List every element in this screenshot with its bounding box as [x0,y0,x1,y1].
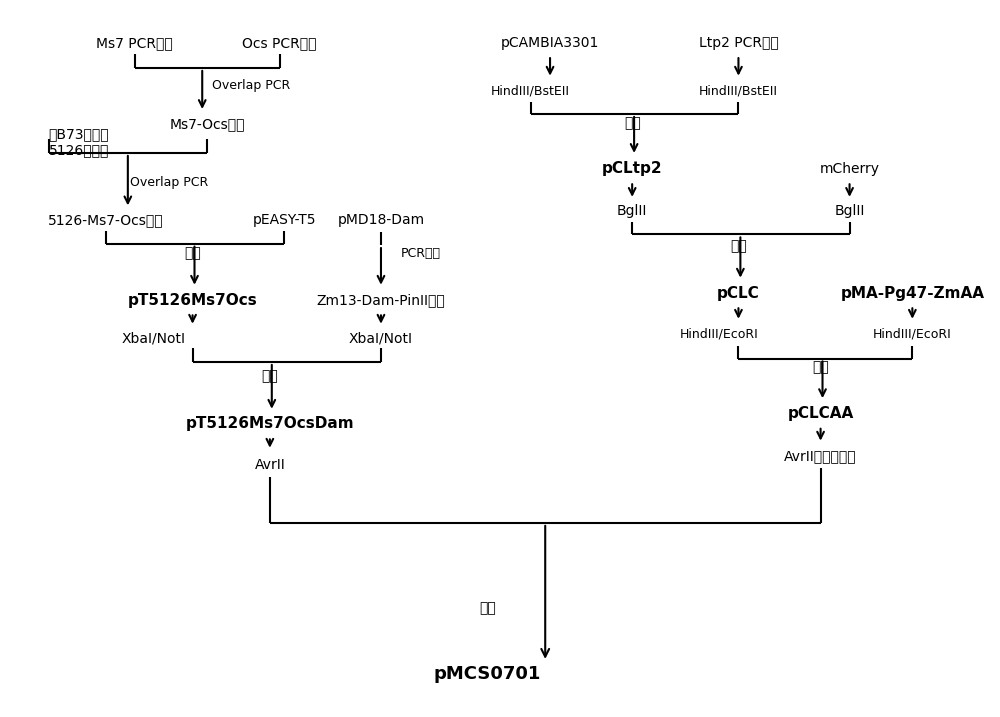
Text: pCLC: pCLC [717,286,760,301]
Text: BglII: BglII [617,204,647,218]
Text: Overlap PCR: Overlap PCR [212,79,290,92]
Text: 连接: 连接 [624,116,641,130]
Text: Ms7 PCR产物: Ms7 PCR产物 [96,36,173,50]
Text: 连接: 连接 [479,601,496,615]
Text: HindIII/BstEII: HindIII/BstEII [699,84,778,97]
Text: pMD18-Dam: pMD18-Dam [337,214,425,227]
Text: pT5126Ms7Ocs: pT5126Ms7Ocs [128,293,257,308]
Text: pT5126Ms7OcsDam: pT5126Ms7OcsDam [186,416,354,431]
Text: pMCS0701: pMCS0701 [434,665,541,683]
Text: HindIII/EcoRI: HindIII/EcoRI [873,327,952,340]
Text: XbaI/NotI: XbaI/NotI [349,332,413,346]
Text: pEASY-T5: pEASY-T5 [253,214,316,227]
Text: 5126-Ms7-Ocs片段: 5126-Ms7-Ocs片段 [48,214,163,227]
Text: Ocs PCR产物: Ocs PCR产物 [242,36,317,50]
Text: BglII: BglII [834,204,865,218]
Text: AvrII，去磷酸化: AvrII，去磷酸化 [784,450,857,463]
Text: 连接: 连接 [812,360,829,374]
Text: Ms7-Ocs片段: Ms7-Ocs片段 [169,118,245,132]
Text: AvrII: AvrII [254,457,285,472]
Text: 连接: 连接 [184,247,201,260]
Text: Overlap PCR: Overlap PCR [130,176,208,189]
Text: XbaI/NotI: XbaI/NotI [122,332,186,346]
Text: Zm13-Dam-PinII片段: Zm13-Dam-PinII片段 [317,293,445,308]
Text: 连接: 连接 [261,369,278,383]
Text: pMA-Pg47-ZmAA: pMA-Pg47-ZmAA [840,286,984,301]
Text: mCherry: mCherry [820,161,880,176]
Text: PCR扩增: PCR扩增 [400,247,440,260]
Text: 从B73中扩增
5126启动子: 从B73中扩增 5126启动子 [49,127,109,158]
Text: pCLtp2: pCLtp2 [602,161,662,176]
Text: Ltp2 PCR产物: Ltp2 PCR产物 [699,36,778,50]
Text: HindIII/BstEII: HindIII/BstEII [491,84,570,97]
Text: pCLCAA: pCLCAA [787,407,854,422]
Text: HindIII/EcoRI: HindIII/EcoRI [680,327,759,340]
Text: pCAMBIA3301: pCAMBIA3301 [501,36,599,50]
Text: 连接: 连接 [730,239,747,254]
